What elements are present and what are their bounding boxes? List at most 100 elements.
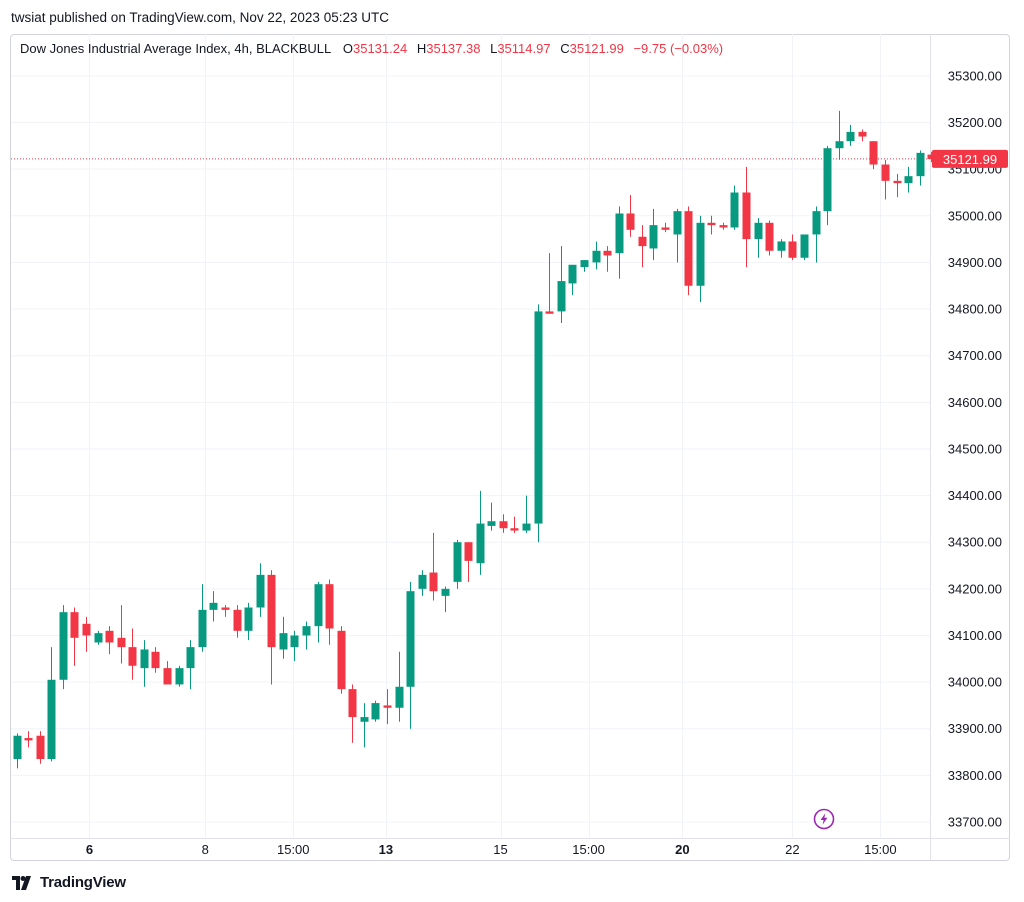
candle-body <box>649 225 658 249</box>
candle-body <box>337 630 346 690</box>
footer: TradingView <box>12 874 126 891</box>
candle-body <box>105 630 114 643</box>
candle-body <box>534 311 543 524</box>
candle-body <box>510 528 519 531</box>
y-tick-label: 34900.00 <box>948 255 1002 270</box>
candle-body <box>24 738 33 741</box>
candle-body <box>580 260 589 268</box>
y-tick-label: 34300.00 <box>948 535 1002 550</box>
candle-body <box>754 222 763 240</box>
y-tick-label: 35000.00 <box>948 208 1002 223</box>
candle-body <box>476 523 485 564</box>
close-label: C <box>560 41 570 56</box>
candle-body <box>626 213 635 230</box>
candle-body <box>395 686 404 708</box>
candle-body <box>233 609 242 631</box>
y-tick-label: 34400.00 <box>948 488 1002 503</box>
y-tick-label: 33900.00 <box>948 721 1002 736</box>
chart-legend: Dow Jones Industrial Average Index, 4h, … <box>20 41 723 56</box>
x-tick-label: 8 <box>202 842 209 857</box>
candle-body <box>198 609 207 648</box>
open-value: 35131.24 <box>352 41 408 56</box>
x-tick-label: 15 <box>493 842 507 857</box>
candle-body <box>418 574 427 589</box>
candle-body <box>673 211 682 235</box>
candle-body <box>788 241 797 258</box>
candle-body <box>429 572 438 592</box>
candle-body <box>128 647 137 666</box>
y-tick-label: 34700.00 <box>948 348 1002 363</box>
candle-body <box>568 264 577 284</box>
candle-body <box>186 647 195 669</box>
candle-body <box>59 612 68 680</box>
lightning-icon[interactable] <box>813 808 835 830</box>
candle-body <box>765 222 774 251</box>
chart-frame <box>10 34 1010 861</box>
y-tick-label: 34600.00 <box>948 395 1002 410</box>
y-tick-label: 35200.00 <box>948 115 1002 130</box>
y-tick-label: 34200.00 <box>948 581 1002 596</box>
candle-body <box>730 192 739 228</box>
candle-body <box>314 584 323 627</box>
publisher-line: twsiat published on TradingView.com, Nov… <box>11 10 389 25</box>
y-tick-label: 34100.00 <box>948 628 1002 643</box>
candle-body <box>13 735 22 760</box>
candle-body <box>916 152 925 177</box>
candle-body <box>406 591 415 687</box>
candle-body <box>545 311 554 314</box>
tradingview-brand[interactable]: TradingView <box>40 874 126 891</box>
symbol-title: Dow Jones Industrial Average Index, 4h, … <box>20 41 332 56</box>
low-label: L <box>490 41 498 56</box>
x-tick-label: 15:00 <box>864 842 897 857</box>
candle-body <box>661 227 670 230</box>
y-tick-label: 34800.00 <box>948 302 1002 317</box>
candle-body <box>719 225 728 228</box>
candle-body <box>777 241 786 251</box>
candle-body <box>383 705 392 708</box>
candle-body <box>464 542 473 561</box>
candle-body <box>823 148 832 212</box>
candle-body <box>94 633 103 643</box>
y-tick-label: 35300.00 <box>948 68 1002 83</box>
candle-body <box>592 250 601 263</box>
candle-body <box>302 626 311 636</box>
candle-body <box>209 602 218 610</box>
y-tick-label: 33700.00 <box>948 815 1002 830</box>
candle-body <box>927 154 936 159</box>
candle-body <box>117 637 126 648</box>
y-tick-label: 33800.00 <box>948 768 1002 783</box>
open-label: O <box>342 41 353 56</box>
candle-body <box>36 735 45 760</box>
candle-body <box>742 192 751 240</box>
candle-body <box>603 250 612 256</box>
candle-body <box>812 211 821 235</box>
candle-body <box>371 703 380 720</box>
candle-body <box>290 635 299 648</box>
candle-body <box>615 213 624 254</box>
candle-body <box>70 612 79 638</box>
candle-body <box>279 633 288 650</box>
candle-body <box>360 717 369 722</box>
candle-body <box>244 607 253 631</box>
last-price-label: 35121.99 <box>943 152 997 167</box>
candle-body <box>453 542 462 582</box>
candle-body <box>638 236 647 247</box>
candle-body <box>557 281 566 312</box>
x-tick-label: 15:00 <box>572 842 605 857</box>
x-tick-label: 15:00 <box>277 842 310 857</box>
candle-body <box>499 521 508 529</box>
candle-body <box>256 574 265 608</box>
y-tick-label: 34000.00 <box>948 675 1002 690</box>
last-price-badge <box>932 149 1008 168</box>
candle-body <box>267 574 276 648</box>
candle-body <box>904 176 913 184</box>
candle-body <box>82 623 91 636</box>
candle-body <box>707 222 716 226</box>
change-value: −9.75 (−0.03%) <box>633 41 724 56</box>
x-tick-label: 20 <box>675 842 689 857</box>
candle-body <box>348 689 357 718</box>
y-tick-label: 34500.00 <box>948 441 1002 456</box>
candle-body <box>846 131 855 142</box>
candle-body <box>522 523 531 531</box>
